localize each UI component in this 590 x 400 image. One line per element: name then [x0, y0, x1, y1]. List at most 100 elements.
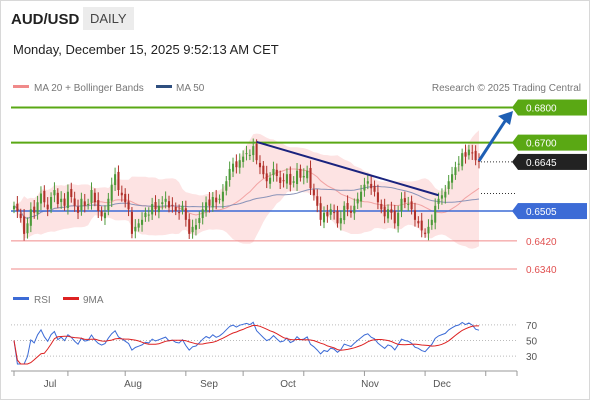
- ma50-legend-label: MA 50: [176, 83, 205, 94]
- candle-body: [238, 160, 241, 168]
- candle-body: [255, 143, 258, 161]
- candle-body: [56, 192, 59, 205]
- candle-body: [366, 181, 369, 184]
- candle-body: [461, 153, 464, 167]
- rsi-tick-label: 50: [526, 337, 538, 348]
- candle-body: [93, 192, 96, 203]
- candle-body: [100, 211, 103, 217]
- candle-body: [346, 202, 349, 210]
- candle-body: [326, 212, 329, 217]
- candle-body: [309, 167, 312, 189]
- candle-body: [434, 205, 437, 223]
- candle-body: [181, 205, 184, 211]
- candle-body: [83, 201, 86, 206]
- candle-body: [413, 210, 417, 220]
- candle-body: [80, 198, 83, 211]
- candle-body: [76, 206, 80, 213]
- candle-body: [292, 181, 295, 183]
- candle-body: [360, 191, 363, 202]
- symbol-title: AUD/USD: [11, 11, 80, 28]
- price-label-box: [518, 203, 587, 220]
- candle-body: [316, 196, 319, 206]
- price-label-text: 0.6700: [526, 139, 557, 150]
- candle-body: [417, 221, 420, 224]
- candle-body: [12, 205, 16, 210]
- candle-body: [306, 170, 309, 179]
- candle-body: [302, 175, 305, 178]
- ma50-legend-swatch: [156, 85, 172, 88]
- candle-body: [363, 184, 366, 191]
- candle-body: [70, 188, 73, 198]
- candle-body: [289, 173, 292, 185]
- x-tick-label: Dec: [433, 379, 451, 390]
- candle-body: [370, 183, 373, 189]
- x-tick-label: Jul: [44, 379, 57, 390]
- candle-body: [218, 198, 221, 200]
- candle-body: [356, 198, 359, 204]
- price-label-box: [518, 153, 587, 170]
- candle-body: [376, 192, 379, 203]
- candle-body: [90, 190, 93, 203]
- candle-body: [208, 199, 211, 206]
- candle-body: [400, 198, 403, 212]
- candle-body: [272, 168, 275, 176]
- candle-body: [252, 146, 255, 156]
- candle-body: [174, 206, 177, 212]
- candle-body: [221, 191, 224, 202]
- candle-body: [336, 210, 339, 224]
- candle-body: [141, 219, 144, 225]
- candle-body: [231, 163, 235, 172]
- candle-body: [390, 209, 393, 213]
- candle-body: [19, 213, 22, 219]
- candle-body: [144, 212, 147, 218]
- candle-body: [211, 197, 214, 208]
- trendline: [256, 140, 439, 197]
- candle-body: [430, 219, 433, 226]
- rsi-panel: 70 50 30: [11, 321, 538, 365]
- candle-body: [275, 169, 278, 176]
- candle-body: [46, 204, 49, 210]
- candle-body: [60, 198, 63, 203]
- candle-body: [228, 168, 231, 180]
- price-label-pointer: [512, 134, 518, 151]
- candle-body: [349, 211, 352, 213]
- candle-body: [87, 204, 90, 206]
- candle-body: [29, 209, 32, 226]
- bollinger-legend-swatch: [13, 85, 29, 88]
- candle-body: [23, 216, 26, 234]
- candle-body: [161, 202, 164, 205]
- x-tick-label: Nov: [361, 379, 379, 390]
- candle-body: [39, 193, 42, 204]
- candle-body: [333, 212, 336, 214]
- candle-body: [464, 152, 467, 157]
- candle-body: [339, 218, 342, 224]
- candle-body: [205, 202, 208, 212]
- candle-body: [477, 160, 481, 162]
- candle-body: [130, 211, 133, 234]
- candle-body: [16, 203, 19, 212]
- price-label-text: 0.6505: [526, 207, 557, 218]
- candle-body: [154, 202, 157, 210]
- candle-body: [124, 193, 127, 203]
- candle-body: [171, 204, 174, 206]
- candle-body: [451, 174, 454, 183]
- price-label-text: 0.6800: [526, 104, 557, 115]
- candle-body: [258, 162, 262, 168]
- candle-body: [225, 181, 228, 191]
- price-label-box: [518, 134, 587, 151]
- title-bar: AUD/USD DAILY: [1, 1, 589, 37]
- price-label-box: [518, 99, 587, 116]
- x-axis: Jul Aug Sep Oct Nov Dec: [13, 371, 518, 390]
- candle-body: [164, 198, 167, 202]
- candle-body: [343, 205, 346, 221]
- timeframe-badge[interactable]: DAILY: [83, 7, 134, 30]
- candle-body: [63, 198, 66, 206]
- candles: [12, 138, 481, 241]
- candle-body: [269, 177, 272, 184]
- candle-body: [242, 156, 245, 162]
- forecast-arrow-head: [498, 111, 513, 126]
- candle-body: [188, 219, 191, 234]
- rsi-tick-label: 30: [526, 352, 538, 363]
- candle-body: [114, 174, 117, 186]
